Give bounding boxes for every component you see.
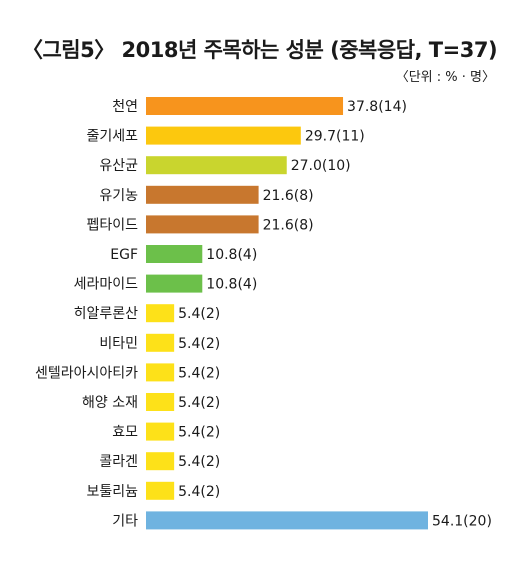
category-label: 비타민 (99, 336, 138, 352)
category-label: 줄기세포 (86, 129, 138, 145)
value-label: 5.4(2) (178, 365, 220, 381)
category-label: 세라마이드 (74, 277, 139, 293)
bar (146, 274, 203, 293)
value-label: 27.0(10) (291, 158, 351, 174)
bar (146, 126, 301, 145)
value-label: 10.8(4) (206, 277, 257, 293)
category-label: 기타 (112, 513, 138, 529)
bar (146, 185, 259, 204)
bar (146, 215, 259, 234)
value-label: 5.4(2) (178, 484, 220, 500)
category-label: 펩타이드 (86, 217, 138, 233)
category-label: 천연 (112, 99, 138, 115)
category-label: 콜라겐 (99, 454, 138, 470)
category-label: 해양 소재 (82, 395, 138, 411)
value-label: 5.4(2) (178, 395, 220, 411)
value-label: 10.8(4) (206, 247, 257, 263)
category-label: 보툴리늄 (86, 484, 138, 500)
bar (146, 452, 175, 471)
bar (146, 481, 175, 500)
category-label: EGF (110, 247, 138, 263)
value-label: 21.6(8) (263, 188, 314, 204)
category-label: 유산균 (99, 158, 138, 174)
value-label: 5.4(2) (178, 336, 220, 352)
bar (146, 245, 203, 263)
value-label: 54.1(20) (432, 513, 492, 529)
bar (146, 333, 175, 352)
category-label: 히알루론산 (74, 306, 139, 322)
unit-note: 〈단위 : % · 명〉 (395, 70, 495, 85)
category-label: 유기농 (99, 188, 138, 204)
category-label: 효모 (112, 425, 138, 441)
value-label: 29.7(11) (305, 129, 365, 145)
category-label: 센텔라아시아티카 (35, 365, 138, 381)
bar (146, 422, 175, 441)
value-label: 21.6(8) (263, 217, 314, 233)
value-label: 5.4(2) (178, 306, 220, 322)
bar (146, 511, 428, 530)
bar (146, 304, 175, 323)
value-label: 37.8(14) (347, 99, 407, 115)
value-label: 5.4(2) (178, 454, 220, 470)
bar (146, 97, 344, 115)
bar (146, 393, 175, 411)
value-label: 5.4(2) (178, 425, 220, 441)
bar (146, 363, 175, 382)
chart-title: 〈그림5〉 2018년 주목하는 성분 (중복응답, T=37) (21, 38, 498, 62)
bar (146, 156, 287, 175)
